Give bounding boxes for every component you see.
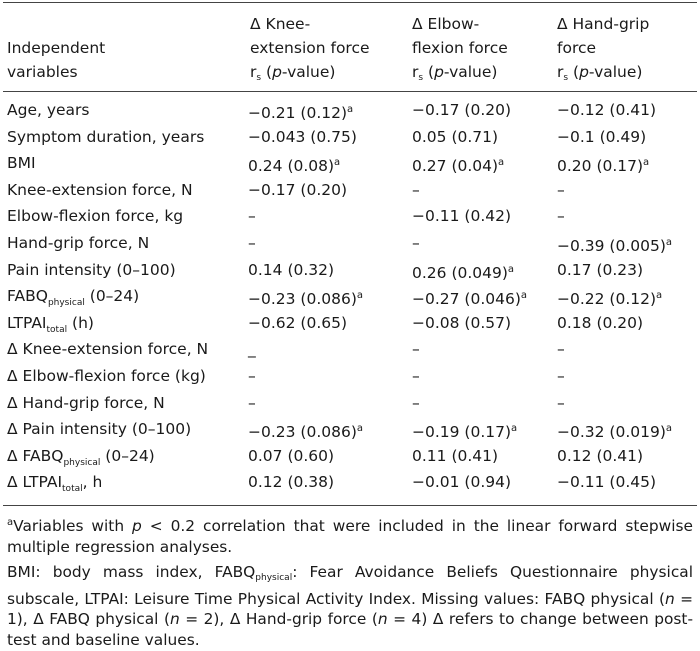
table-row: Symptom duration, years −0.043 (0.75) 0.05… [0, 124, 700, 151]
header-hand-grip: Δ Hand-grip force rs (p-value) [557, 12, 649, 90]
row-value-col1: −0.17 (0.20) [248, 180, 348, 199]
table-row: Δ Elbow-flexion force (kg) – – – [0, 363, 700, 390]
row-value-col2: – [412, 180, 420, 199]
header-col2-line2: flexion force [412, 39, 508, 57]
row-label: Δ FABQphysical (0–24) [7, 446, 155, 468]
row-value-col3: −0.39 (0.005)a [557, 236, 673, 255]
row-value-col1: −0.21 (0.12)a [248, 104, 354, 122]
row-value-col2: 0.05 (0.71) [412, 127, 499, 146]
table-row: Δ FABQphysical (0–24) 0.07 (0.60) 0.11 (0.… [0, 443, 700, 470]
row-value-col2: 0.11 (0.41) [412, 446, 499, 465]
row-value-col3: −0.22 (0.12)a [557, 290, 663, 309]
row-label: Age, years [7, 101, 90, 119]
row-value-col3: – [557, 180, 565, 199]
row-value-col3: – [557, 366, 565, 385]
table-row: LTPAItotal (h) −0.62 (0.65) −0.08 (0.57) 0.… [0, 310, 700, 337]
row-value-col3: – [557, 393, 565, 412]
row-value-col3: −0.1 (0.49) [557, 127, 647, 146]
header-col3-line1: Δ Hand-grip [557, 15, 650, 33]
row-value-col2: −0.17 (0.20) [412, 101, 512, 119]
table-row: Δ LTPAItotal, h 0.12 (0.38) −0.01 (0.94) −0… [0, 469, 700, 496]
row-value-col1: _ [248, 340, 256, 359]
row-value-col2: −0.11 (0.42) [412, 207, 512, 226]
table-bottom-rule [3, 505, 697, 506]
row-label: Δ Knee-extension force, N [7, 340, 209, 359]
row-value-col1: 0.24 (0.08)a [248, 157, 341, 176]
row-value-col1: −0.23 (0.086)a [248, 290, 364, 309]
row-label: FABQphysical (0–24) [7, 287, 140, 309]
header-col1-line2: extension force [250, 39, 370, 57]
row-value-col1: – [248, 233, 256, 252]
header-col3-line2: force [557, 39, 597, 57]
header-col0-line2: variables [7, 63, 78, 81]
header-col3-stat: rs (p-value) [557, 63, 643, 83]
table-row: Pain intensity (0–100) 0.14 (0.32) 0.26 (0… [0, 257, 700, 284]
table-row: Δ Hand-grip force, N – – – [0, 390, 700, 417]
row-value-col1: −0.043 (0.75) [248, 127, 357, 146]
row-label: BMI [7, 154, 36, 173]
table-header-rule [3, 91, 697, 92]
row-value-col2: −0.19 (0.17)a [412, 423, 518, 442]
row-label: LTPAItotal (h) [7, 313, 94, 335]
table-row: FABQphysical (0–24) −0.23 (0.086)a −0.27 (… [0, 283, 700, 310]
row-value-col3: – [557, 340, 565, 359]
row-value-col2: 0.26 (0.049)a [412, 263, 515, 282]
table-row: Age, years −0.21 (0.12)a −0.17 (0.20) −0.12… [0, 97, 700, 124]
row-value-col3: −0.12 (0.41) [557, 101, 657, 119]
row-value-col1: 0.14 (0.32) [248, 260, 335, 279]
table-row: BMI 0.24 (0.08)a 0.27 (0.04)a 0.20 (0.17)a [0, 150, 700, 177]
table-row: Knee-extension force, N −0.17 (0.20) – – [0, 177, 700, 204]
row-value-col1: – [248, 207, 256, 226]
row-label: Symptom duration, years [7, 127, 205, 146]
row-value-col1: −0.23 (0.086)a [248, 423, 364, 442]
row-label: Δ Hand-grip force, N [7, 393, 165, 412]
row-value-col1: – [248, 366, 256, 385]
header-col1-stat: rs (p-value) [250, 63, 336, 83]
row-label: Δ Pain intensity (0–100) [7, 420, 192, 439]
header-knee-extension: Δ Knee- extension force rs (p-value) [250, 12, 370, 90]
row-label: Pain intensity (0–100) [7, 260, 176, 279]
row-value-col3: 0.12 (0.41) [557, 446, 644, 465]
row-value-col2: 0.27 (0.04)a [412, 157, 505, 176]
table-row: Hand-grip force, N – – −0.39 (0.005)a [0, 230, 700, 257]
row-value-col3: −0.11 (0.45) [557, 473, 657, 492]
row-value-col1: – [248, 393, 256, 412]
header-col2-stat: rs (p-value) [412, 63, 498, 83]
row-value-col3: 0.18 (0.20) [557, 313, 644, 332]
header-col2-line1: Δ Elbow- [412, 15, 480, 33]
header-col0-line1: Independent [7, 39, 106, 57]
row-value-col2: −0.08 (0.57) [412, 313, 512, 332]
footnote-a: aVariables with p < 0.2 correlation that… [7, 517, 693, 556]
row-label: Elbow-flexion force, kg [7, 207, 184, 226]
table-top-rule [3, 2, 697, 3]
row-value-col2: – [412, 366, 420, 385]
table-body: Age, years −0.21 (0.12)a −0.17 (0.20) −0.12… [0, 97, 700, 496]
header-col1-line1: Δ Knee- [250, 15, 311, 33]
row-value-col2: – [412, 393, 420, 412]
table-row: Δ Pain intensity (0–100) −0.23 (0.086)a −0… [0, 416, 700, 443]
header-independent-variables: Independent variables [7, 36, 105, 84]
row-label: Hand-grip force, N [7, 233, 150, 252]
header-elbow-flexion: Δ Elbow- flexion force rs (p-value) [412, 12, 508, 90]
row-label: Knee-extension force, N [7, 180, 193, 199]
row-label: Δ Elbow-flexion force (kg) [7, 366, 206, 385]
row-value-col3: 0.17 (0.23) [557, 260, 644, 279]
row-value-col3: 0.20 (0.17)a [557, 157, 650, 176]
table-row: Δ Knee-extension force, N _ – – [0, 336, 700, 363]
table-row: Elbow-flexion force, kg – −0.11 (0.42) – [0, 203, 700, 230]
row-value-col2: −0.01 (0.94) [412, 473, 512, 492]
row-value-col3: −0.32 (0.019)a [557, 423, 673, 442]
row-value-col2: – [412, 233, 420, 252]
row-value-col2: −0.27 (0.046)a [412, 290, 528, 309]
row-value-col1: 0.07 (0.60) [248, 446, 335, 465]
row-value-col2: – [412, 340, 420, 359]
row-label: Δ LTPAItotal, h [7, 473, 103, 495]
footnote-abbreviations: BMI: body mass index, FABQphysical: Fear… [7, 563, 693, 649]
row-value-col1: 0.12 (0.38) [248, 473, 335, 492]
row-value-col1: −0.62 (0.65) [248, 313, 348, 332]
row-value-col3: – [557, 207, 565, 226]
